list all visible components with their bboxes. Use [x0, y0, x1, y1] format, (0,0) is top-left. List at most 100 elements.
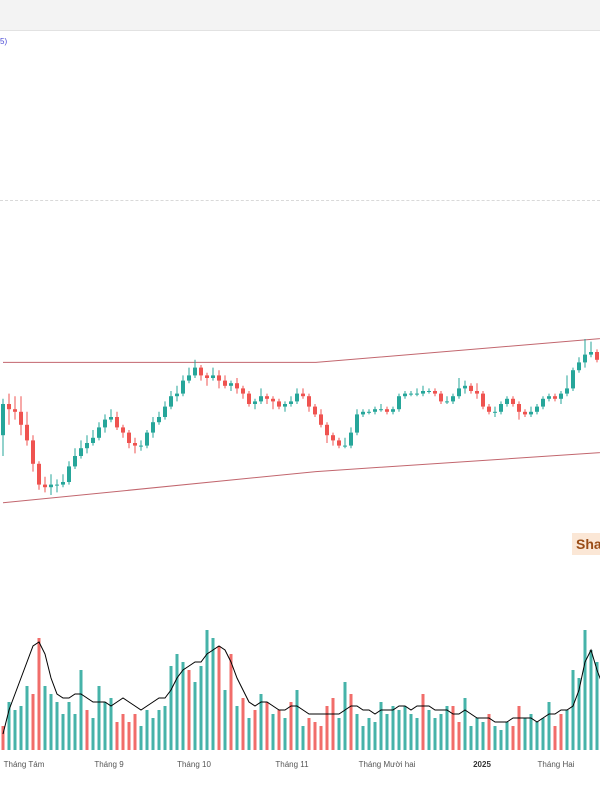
volume-bar	[151, 718, 155, 750]
candle-body	[385, 409, 389, 412]
candle-body	[313, 406, 317, 415]
candle-body	[13, 409, 17, 412]
month-label: Tháng Hai	[537, 760, 575, 769]
volume-bar	[295, 690, 299, 750]
candle-body	[325, 424, 329, 436]
bottom-strip	[0, 776, 600, 800]
volume-bar	[133, 714, 137, 750]
candle-body	[91, 437, 95, 443]
candle-body	[295, 393, 299, 402]
volume-bar	[403, 706, 407, 750]
volume-bar	[361, 726, 365, 750]
candle-body	[103, 419, 107, 428]
month-label: Tháng Mười hai	[358, 760, 416, 769]
volume-bar	[463, 698, 467, 750]
volume-bar	[85, 710, 89, 750]
volume-bar	[493, 726, 497, 750]
volume-bar	[331, 698, 335, 750]
candle-body	[25, 424, 29, 441]
volume-bar	[61, 714, 65, 750]
candle-body	[307, 396, 311, 407]
volume-bar	[523, 718, 527, 750]
candle-body	[505, 398, 509, 404]
candle-body	[217, 375, 221, 381]
candle-body	[163, 406, 167, 417]
volume-bar	[115, 722, 119, 750]
candle-body	[19, 411, 23, 425]
candle-body	[481, 393, 485, 407]
candle-body	[85, 443, 89, 449]
volume-bar	[1, 726, 5, 750]
volume-bar	[7, 702, 11, 750]
candle-body	[433, 391, 437, 394]
volume-bar	[259, 694, 263, 750]
volume-bar	[13, 710, 17, 750]
candle-body	[475, 391, 479, 394]
candle-body	[7, 404, 11, 410]
candle-body	[457, 388, 461, 397]
candle-body	[205, 375, 209, 378]
month-label: Tháng 9	[94, 760, 124, 769]
candle-body	[31, 440, 35, 464]
volume-bar	[247, 718, 251, 750]
volume-bar	[313, 722, 317, 750]
volume-bar	[517, 706, 521, 750]
candle-body	[67, 466, 71, 482]
candle-body	[115, 417, 119, 428]
volume-bar	[391, 706, 395, 750]
volume-bar	[349, 694, 353, 750]
candle-body	[331, 435, 335, 441]
volume-bar	[451, 706, 455, 750]
candle-body	[289, 401, 293, 404]
candle-body	[523, 411, 527, 415]
candle-body	[493, 411, 497, 413]
candle-body	[73, 456, 77, 467]
volume-bar	[193, 682, 197, 750]
volume-bar	[253, 710, 257, 750]
volume-bar	[31, 694, 35, 750]
volume-bar	[97, 686, 101, 750]
volume-bar	[535, 722, 539, 750]
volume-bar	[595, 662, 599, 750]
volume-bar	[199, 666, 203, 750]
candle-body	[337, 440, 341, 446]
candle-body	[109, 417, 113, 420]
candle-body	[1, 404, 5, 436]
volume-bar	[529, 714, 533, 750]
volume-bar	[55, 702, 59, 750]
candle-body	[421, 391, 425, 394]
candle-body	[61, 482, 65, 485]
candle-body	[565, 388, 569, 394]
volume-bar	[505, 722, 509, 750]
volume-bar	[457, 722, 461, 750]
candle-body	[145, 432, 149, 446]
pane-separator[interactable]	[0, 200, 600, 201]
volume-bar	[139, 726, 143, 750]
volume-bar	[355, 714, 359, 750]
volume-bar	[343, 682, 347, 750]
candle-body	[55, 484, 59, 486]
volume-bar	[481, 722, 485, 750]
candle-body	[559, 393, 563, 399]
volume-bar	[265, 702, 269, 750]
volume-bar	[433, 718, 437, 750]
volume-bar	[325, 706, 329, 750]
volume-bar	[301, 726, 305, 750]
candle-body	[577, 362, 581, 371]
candle-body	[121, 427, 125, 433]
volume-bar	[553, 726, 557, 750]
candle-body	[535, 406, 539, 412]
candle-body	[553, 396, 557, 399]
month-label: Tháng Tám	[3, 760, 45, 769]
volume-bar	[475, 718, 479, 750]
candle-body	[181, 380, 185, 394]
candle-body	[139, 445, 143, 447]
candle-body	[517, 404, 521, 412]
candle-body	[277, 401, 281, 407]
volume-bar	[277, 710, 281, 750]
volume-bar	[367, 718, 371, 750]
channel-badge[interactable]: Sha	[572, 533, 600, 555]
volume-bar	[337, 718, 341, 750]
candle-body	[97, 427, 101, 438]
